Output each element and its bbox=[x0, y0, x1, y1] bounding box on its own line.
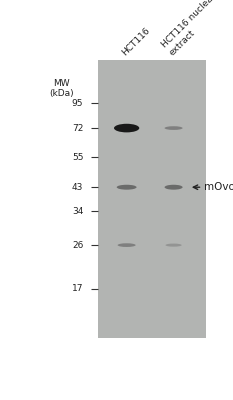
Text: HCT116 nuclear
extract: HCT116 nuclear extract bbox=[160, 0, 225, 57]
Text: 34: 34 bbox=[72, 207, 83, 216]
Ellipse shape bbox=[118, 243, 136, 247]
Text: mOvo2: mOvo2 bbox=[204, 182, 233, 192]
Text: HCT116: HCT116 bbox=[120, 26, 152, 57]
Ellipse shape bbox=[164, 126, 183, 130]
Text: 43: 43 bbox=[72, 183, 83, 192]
Text: 55: 55 bbox=[72, 153, 83, 162]
Ellipse shape bbox=[114, 124, 139, 132]
Bar bbox=[98, 60, 206, 338]
Ellipse shape bbox=[117, 185, 137, 190]
Text: 17: 17 bbox=[72, 284, 83, 293]
Text: 72: 72 bbox=[72, 124, 83, 132]
Text: 26: 26 bbox=[72, 241, 83, 250]
Text: 95: 95 bbox=[72, 99, 83, 108]
Text: MW
(kDa): MW (kDa) bbox=[49, 79, 74, 98]
Ellipse shape bbox=[165, 244, 182, 247]
Ellipse shape bbox=[164, 185, 183, 190]
